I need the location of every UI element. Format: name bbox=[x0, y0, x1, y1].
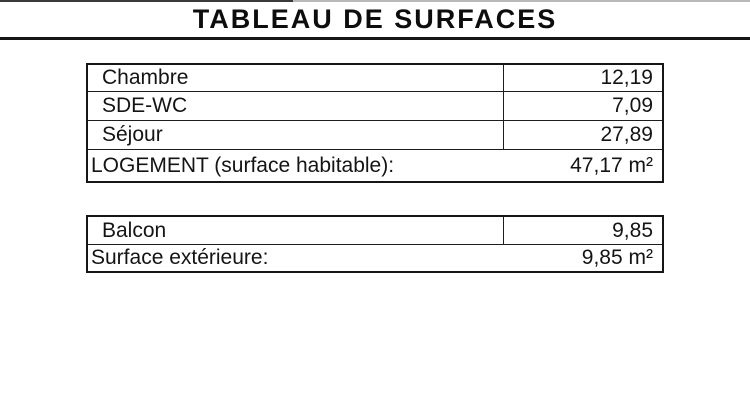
row-label: Chambre bbox=[102, 66, 189, 89]
table-row: Chambre 12,19 bbox=[88, 65, 662, 92]
table-row: SDE-WC 7,09 bbox=[88, 92, 662, 121]
cropped-drawing-edge-dark bbox=[0, 0, 293, 2]
total-value: 9,85 m² bbox=[581, 246, 653, 269]
row-value: 7,09 bbox=[503, 92, 662, 120]
table-total-row: Surface extérieure: 9,85 m² bbox=[88, 245, 662, 271]
row-value: 9,85 bbox=[503, 217, 662, 244]
row-value: 27,89 bbox=[503, 121, 662, 149]
table-row: Séjour 27,89 bbox=[88, 121, 662, 150]
table-row: Balcon 9,85 bbox=[88, 217, 662, 245]
table-total-row: LOGEMENT (surface habitable): 47,17 m² bbox=[88, 150, 662, 181]
page-title: TABLEAU DE SURFACES bbox=[192, 4, 558, 34]
row-label: Séjour bbox=[102, 123, 163, 146]
total-label: Surface extérieure: bbox=[91, 246, 269, 269]
table-surfaces-habitables: Chambre 12,19 SDE-WC 7,09 Séjour 27,89 L… bbox=[86, 63, 664, 183]
row-label: SDE-WC bbox=[102, 94, 188, 117]
table-surfaces-exterieures: Balcon 9,85 Surface extérieure: 9,85 m² bbox=[86, 215, 664, 273]
title-divider bbox=[0, 37, 750, 40]
row-value: 12,19 bbox=[503, 65, 662, 91]
total-value: 47,17 m² bbox=[570, 153, 653, 177]
row-label: Balcon bbox=[102, 218, 167, 242]
cropped-drawing-edge-light bbox=[293, 0, 750, 2]
total-label: LOGEMENT (surface habitable): bbox=[91, 153, 395, 177]
